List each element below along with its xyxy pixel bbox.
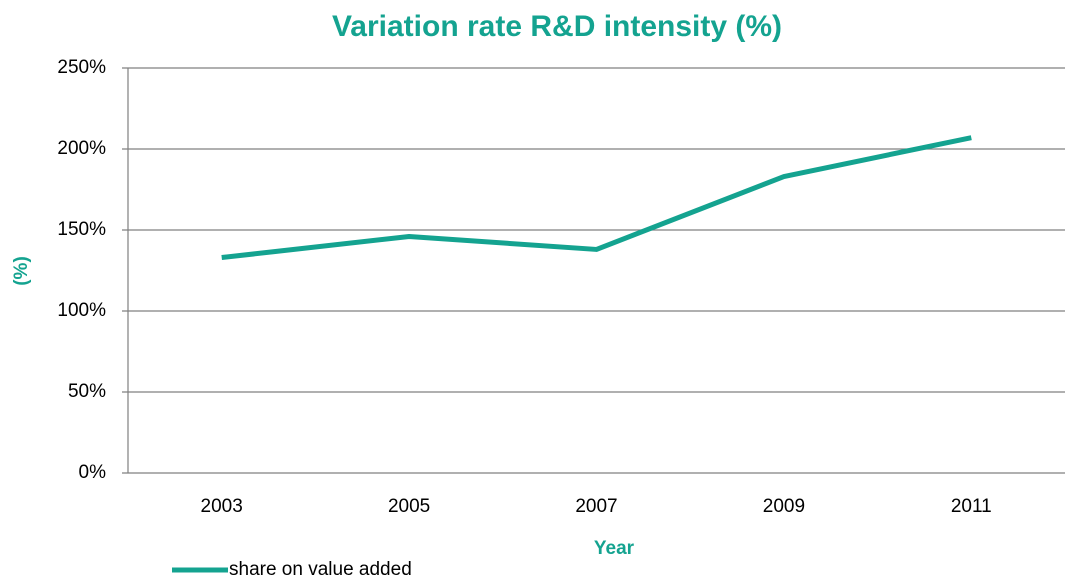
y-axis-title: (%): [11, 256, 32, 286]
chart-title: Variation rate R&D intensity (%): [332, 10, 782, 43]
x-tick-label: 2003: [201, 496, 243, 517]
y-tick-label: 0%: [79, 462, 107, 483]
line: [221, 135, 972, 261]
x-axis-title: Year: [594, 538, 635, 559]
y-tick-label: 200%: [57, 138, 106, 159]
legend-label: share on value added: [229, 559, 412, 580]
x-tick-label: 2011: [951, 496, 992, 517]
x-tick-label: 2005: [388, 496, 430, 517]
y-tick-label: 50%: [68, 381, 106, 402]
x-tick-label: 2007: [575, 496, 617, 517]
y-tick-label: 250%: [57, 57, 106, 78]
y-tick-label: 100%: [57, 300, 106, 321]
y-tick-label: 150%: [57, 219, 106, 240]
x-tick-label: 2009: [763, 496, 805, 517]
